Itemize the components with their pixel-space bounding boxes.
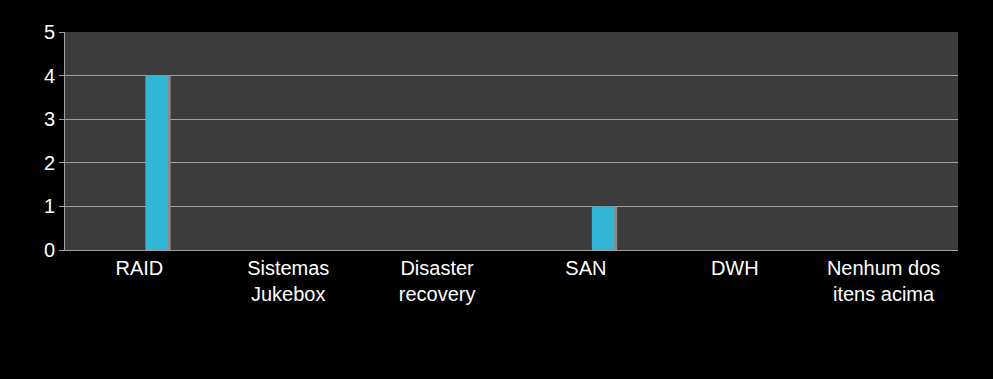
svg-text:2: 2 — [44, 152, 55, 174]
svg-text:SistemasJukebox: SistemasJukebox — [247, 257, 329, 305]
svg-text:4: 4 — [44, 65, 55, 87]
svg-text:SAN: SAN — [565, 257, 606, 279]
svg-text:Nenhum dositens acima: Nenhum dositens acima — [827, 257, 940, 305]
svg-text:0: 0 — [44, 239, 55, 261]
svg-text:5: 5 — [44, 21, 55, 43]
svg-text:DWH: DWH — [711, 257, 759, 279]
svg-text:RAID: RAID — [116, 257, 164, 279]
svg-text:3: 3 — [44, 108, 55, 130]
svg-text:Disasterrecovery: Disasterrecovery — [399, 257, 476, 305]
svg-text:1: 1 — [44, 195, 55, 217]
